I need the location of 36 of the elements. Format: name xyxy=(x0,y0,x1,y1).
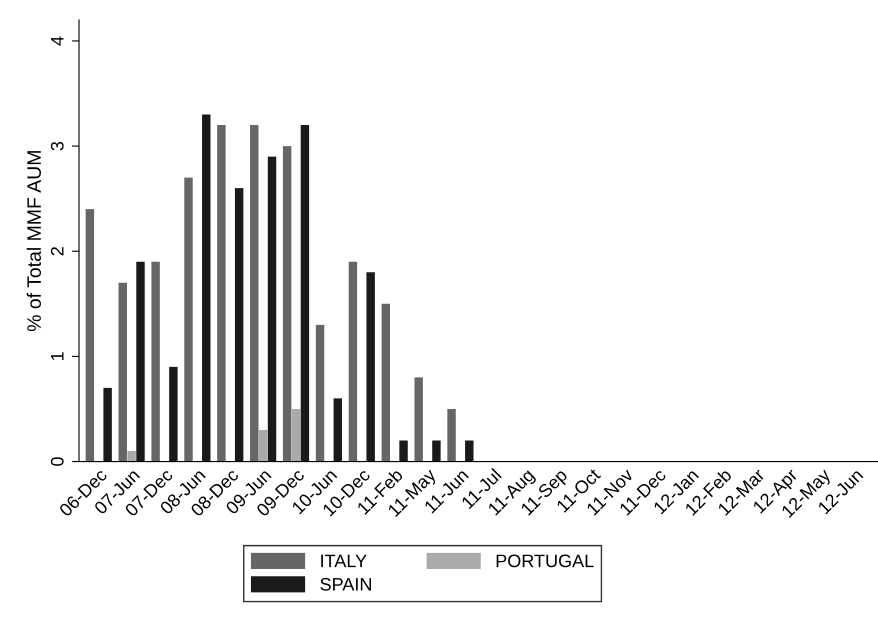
bar xyxy=(334,398,342,462)
bar xyxy=(217,125,226,462)
bar xyxy=(268,156,276,462)
bar xyxy=(86,209,94,462)
bar xyxy=(465,440,474,462)
bar xyxy=(136,262,145,462)
bar xyxy=(447,408,456,462)
bar xyxy=(414,377,423,462)
legend-label: ITALY xyxy=(321,554,367,568)
bar xyxy=(103,388,112,462)
bar xyxy=(348,262,358,462)
bar xyxy=(432,440,441,462)
bar xyxy=(399,440,408,462)
y-axis-title: % of Total MMF AUM xyxy=(26,151,41,332)
bar xyxy=(282,146,292,462)
bar xyxy=(169,366,178,462)
bar xyxy=(300,125,310,462)
y-tick-label: 3 xyxy=(50,142,64,150)
bar xyxy=(234,188,244,462)
y-tick-label: 2 xyxy=(50,247,64,256)
legend-label: PORTUGAL xyxy=(496,554,594,568)
bar xyxy=(382,304,390,462)
bar xyxy=(366,272,375,462)
legend-label: SPAIN xyxy=(320,578,371,591)
bar xyxy=(292,408,300,462)
y-tick-label: 4 xyxy=(51,36,64,46)
bar xyxy=(250,125,258,462)
y-tick-label: 1 xyxy=(51,352,64,360)
bar xyxy=(258,430,268,462)
bar xyxy=(151,262,160,462)
y-tick-label: 0 xyxy=(50,457,64,466)
bar xyxy=(118,282,127,462)
bar xyxy=(316,324,324,462)
bar xyxy=(127,451,136,462)
bar xyxy=(202,114,210,462)
bar xyxy=(184,178,193,462)
